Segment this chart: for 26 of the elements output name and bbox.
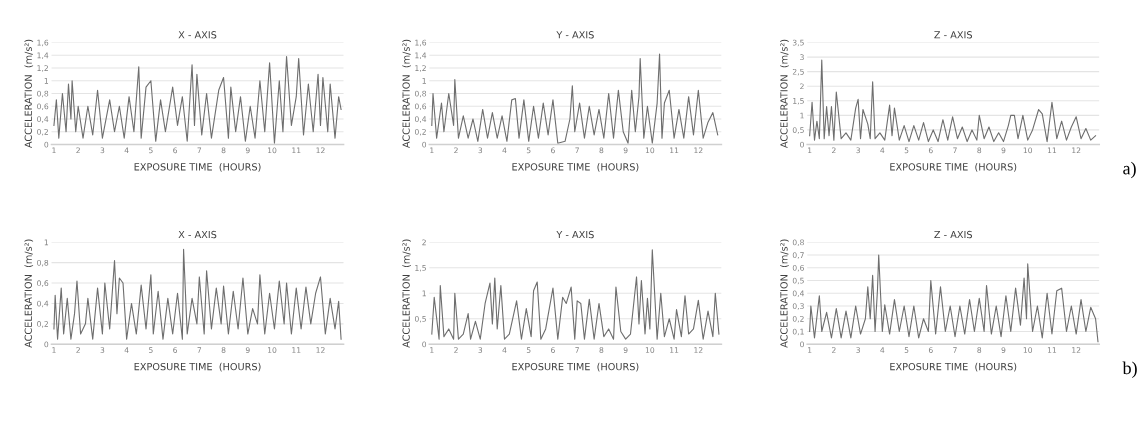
x-axis-title: EXPOSURE TIME (HOURS): [890, 163, 1017, 172]
line-series: [53, 55, 342, 144]
y-axis-title: ACCELERATION (m/s²): [402, 239, 411, 348]
x-axis-title: EXPOSURE TIME (HOURS): [512, 163, 639, 172]
x-axis-title: EXPOSURE TIME (HOURS): [134, 362, 261, 372]
y-axis-title: ACCELERATION (m/s²): [24, 239, 34, 348]
y-axis-title: ACCELERATION (m/s²): [780, 239, 789, 348]
x-axis-title: EXPOSURE TIME (HOURS): [134, 163, 261, 172]
text: b): [1122, 361, 1137, 378]
line-series: [431, 53, 719, 144]
chart-title: Y - AXIS: [556, 31, 594, 39]
line-series: [809, 59, 1097, 143]
line-series: [809, 254, 1099, 343]
y-axis-title: ACCELERATION (m/s²): [780, 39, 789, 149]
chart-title: Z - AXIS: [934, 31, 973, 39]
chart-title: Z - AXIS: [934, 230, 973, 239]
x-axis-title: EXPOSURE TIME (HOURS): [890, 362, 1017, 372]
chart-title: X - AXIS: [178, 230, 217, 239]
text: a): [1123, 161, 1136, 179]
line-series: [431, 249, 720, 340]
line-series: [53, 248, 342, 340]
y-axis-title: ACCELERATION (m/s²): [24, 39, 34, 149]
x-axis-title: EXPOSURE TIME (HOURS): [512, 362, 639, 372]
chart-title: Y - AXIS: [556, 230, 594, 239]
chart-title: X - AXIS: [178, 31, 217, 39]
y-axis-title: ACCELERATION (m/s²): [402, 39, 411, 149]
